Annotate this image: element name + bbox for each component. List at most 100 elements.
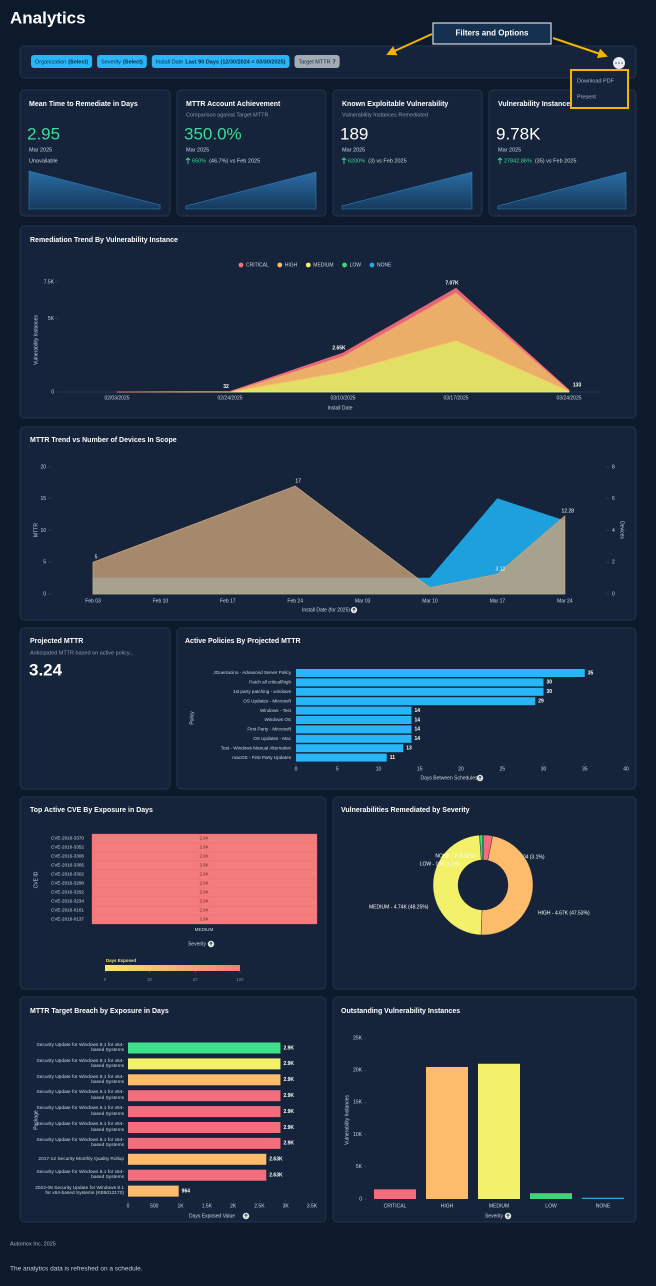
bar (128, 1153, 267, 1165)
menu-item[interactable]: Download PDF (577, 78, 615, 84)
data-label: 14 (415, 727, 421, 733)
cell-label: 2.9K (199, 881, 208, 886)
bar (296, 734, 412, 743)
card-title: Active Policies By Projected MTTR (185, 638, 301, 645)
slice-label: NONE - 2 (0.02%) (435, 853, 476, 859)
filter-chip[interactable]: Target MTTR 7 (294, 55, 340, 68)
slice-label: LOW - 108 (1.1%) (420, 861, 461, 867)
y-tick-label: CVE-2016-3298 (51, 881, 84, 886)
data-label: 133 (573, 382, 582, 388)
card-title: MTTR Trend vs Number of Devices In Scope (30, 437, 177, 444)
options-dots (615, 62, 623, 64)
y-tick-label: Security Update for Windows 8.1 for x64-… (36, 1042, 124, 1053)
kpi-note: (35) vs Feb 2025 (535, 158, 577, 164)
axis-title: MTTR (33, 523, 39, 537)
filter-chip-bg (97, 55, 147, 68)
bar (128, 1169, 267, 1181)
card-title: Mean Time to Remediate in Days (29, 101, 138, 108)
y-tick-label: Test - Windows Manual Alternative (221, 745, 292, 750)
data-label: 2.65K (332, 345, 346, 351)
x-tick-label: HIGH (441, 1203, 454, 1209)
y2-tick-label: 0 (612, 591, 615, 597)
bar (128, 1185, 179, 1197)
x-tick-label: 2K (230, 1203, 237, 1209)
y-tick-label: 15K (353, 1100, 363, 1106)
footer-note: The analytics data is refreshed on a sch… (10, 1266, 143, 1273)
data-label: 2.9K (283, 1045, 294, 1051)
x-tick-label: MEDIUM (195, 927, 214, 932)
y-tick-label: Security Update for Windows 8.1 for x64-… (36, 1090, 124, 1101)
y-tick-label: CVE-2016-3352 (51, 845, 84, 850)
y-tick-label: 10 (40, 528, 46, 534)
sparkline-area (185, 171, 317, 210)
filter-value: (Select) (123, 59, 143, 65)
slice-label: MEDIUM - 4.74K (48.25%) (369, 904, 429, 910)
x-tick-label: Feb 03 (85, 598, 101, 604)
card-title: Remediation Trend By Vulnerability Insta… (30, 237, 178, 244)
x-tick-label: 3.5K (307, 1203, 318, 1209)
sort-icon-arrow (352, 607, 356, 612)
data-label: 12.28 (562, 508, 575, 514)
card-title: MTTR Target Breach by Exposure in Days (30, 1008, 169, 1015)
data-label: 29 (538, 699, 544, 705)
y-tick-label: Security Update for Windows 8.1 for x64-… (36, 1058, 124, 1069)
annotation-arrow (386, 33, 433, 56)
filter-chip[interactable]: Install Date Last 90 Days (12/30/2024 < 0… (151, 55, 290, 68)
x-tick-label: CRITICAL (384, 1203, 407, 1209)
data-label: 2.63K (269, 1173, 283, 1179)
x-tick-label: 10 (376, 766, 382, 772)
y-tick-label: CVE-2016-3306 (51, 854, 84, 859)
y2-tick-label: 2 (612, 560, 615, 566)
axis-title: Severity (485, 1213, 504, 1219)
y-tick-label-box: Security Update for Windows 8.1 for x64-… (37, 1106, 124, 1116)
bar (296, 753, 387, 762)
annotation-box (432, 22, 552, 45)
x-tick-label: Mar 10 (422, 598, 438, 604)
y-tick-label: OS Updates - Microsoft (243, 698, 291, 703)
y-tick-label: 5K (48, 316, 55, 322)
up-arrow (185, 157, 191, 164)
filter-chip[interactable]: Organization (Select) (31, 55, 93, 68)
options-menu (570, 69, 629, 109)
bar (530, 1193, 572, 1199)
data-label: 2.63K (269, 1157, 283, 1163)
y-tick-label: 25K (353, 1035, 363, 1041)
axis-title: Vulnerability Instances (344, 1095, 350, 1145)
sparkline-area (28, 170, 161, 210)
filter-value: Last 90 Days (12/30/2024 < 03/30/2025) (185, 59, 285, 65)
bar (296, 678, 544, 687)
sort-icon-arrow (506, 1213, 510, 1218)
card-title: MTTR Account Achievement (186, 101, 281, 108)
y-tick-label: 5K (356, 1164, 363, 1170)
x-tick-label: Feb 17 (220, 598, 236, 604)
y-tick-label: Security Update for Windows 8.1 for x64-… (36, 1074, 124, 1085)
filter-name: Install Date (156, 59, 184, 65)
content: Organization (Select) Severity (Select) Inst… (19, 55, 637, 1223)
bar (296, 669, 585, 677)
bar (128, 1090, 281, 1102)
menu-item[interactable]: Present (577, 94, 596, 100)
legend-label: MEDIUM (313, 262, 333, 268)
y-tick-label: 2022-08 Security Update for Windows 8.1 … (35, 1185, 124, 1197)
bar (128, 1122, 281, 1133)
kpi-change: 27842.86% (504, 158, 532, 164)
filter-name: Organization (35, 59, 66, 65)
cell-label: 2.9K (199, 908, 208, 913)
y-tick-label: 2017-12 Security Monthly Quality Rollup (38, 1156, 124, 1162)
data-label: 5 (95, 555, 98, 561)
bar (296, 744, 404, 753)
x-tick-label: 1K (178, 1203, 185, 1209)
card (19, 627, 171, 790)
card-subtitle: Anticipated MTTR based on active policy.… (30, 650, 134, 656)
x-tick-label: Mar 24 (557, 598, 573, 604)
filter-chip[interactable]: Severity (Select) (97, 55, 147, 68)
bar (128, 1058, 281, 1070)
y-tick-label: Windows OS (264, 717, 291, 722)
y-tick-label-box: Security Update for Windows 8.1 for x64-… (37, 1138, 124, 1148)
x-tick-label: 02/03/2025 (104, 395, 129, 401)
data-label: 2.9K (283, 1093, 294, 1099)
x-tick-label: NONE (596, 1203, 611, 1209)
y-tick-label: Security Update for Windows 8.1 for x64-… (36, 1169, 124, 1181)
sort-icon-arrow (244, 1213, 248, 1218)
